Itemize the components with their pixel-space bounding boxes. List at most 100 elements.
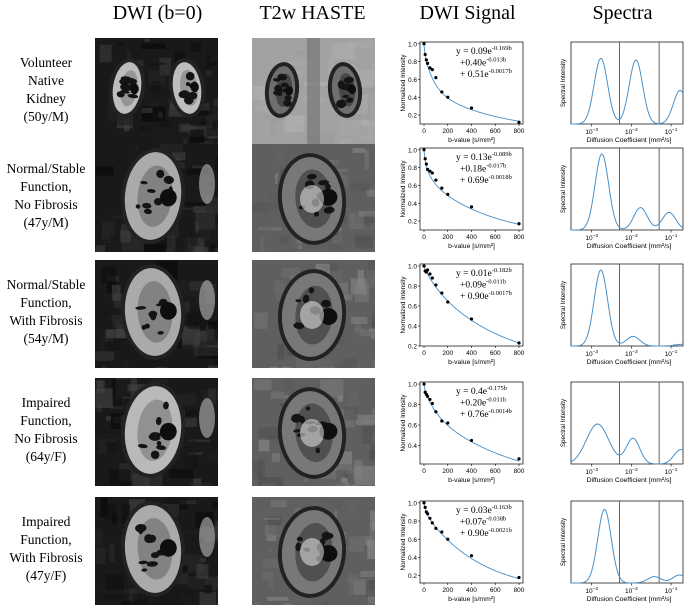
row-label-line: Kidney bbox=[0, 90, 92, 108]
spectra-ylabel: Spectral Intensity bbox=[560, 398, 567, 447]
data-point bbox=[470, 439, 473, 442]
data-point bbox=[440, 90, 443, 93]
equation-line: + 0.90e-0.0021b bbox=[460, 527, 512, 539]
x-tick-label: 10−3 bbox=[585, 233, 598, 242]
x-tick-label: 600 bbox=[490, 350, 501, 357]
spectra-ylabel: Spectral Intensity bbox=[560, 280, 567, 329]
data-point bbox=[424, 53, 427, 56]
x-tick-label: 10−1 bbox=[665, 467, 678, 476]
row-label-line: (54y/M) bbox=[0, 330, 92, 348]
data-point bbox=[446, 421, 449, 424]
x-tick-label: 10−3 bbox=[585, 467, 598, 476]
data-point bbox=[426, 512, 429, 515]
data-point bbox=[440, 530, 443, 533]
data-point bbox=[426, 268, 429, 271]
data-point bbox=[428, 398, 431, 401]
spectrum-curve bbox=[571, 509, 683, 583]
equation-line: y = 0.01e-0.182b bbox=[456, 267, 512, 279]
equation-line: y = 0.13e-0.089b bbox=[456, 151, 512, 163]
spectra-xlabel: Diffusion Coefficient [mm²/s] bbox=[587, 477, 672, 484]
equation-line: +0.20e-0.011b bbox=[460, 397, 506, 409]
data-point bbox=[425, 58, 428, 61]
signal-ylabel: Normalized Intensity bbox=[400, 160, 407, 218]
y-tick-label: 1.0 bbox=[408, 147, 417, 154]
y-tick-label: 0.6 bbox=[408, 304, 417, 311]
spectra-xlabel: Diffusion Coefficient [mm²/s] bbox=[587, 596, 672, 603]
x-tick-label: 0 bbox=[422, 587, 426, 594]
fit-equation: y = 0.4e-0.175b+0.20e-0.011b+ 0.76e-0.00… bbox=[456, 385, 512, 420]
data-point bbox=[422, 264, 425, 267]
y-tick-label: 0.2 bbox=[408, 113, 417, 120]
dwi-image bbox=[95, 260, 218, 368]
y-tick-label: 0.2 bbox=[408, 219, 417, 226]
t2w-image bbox=[252, 144, 375, 252]
x-tick-label: 200 bbox=[442, 350, 453, 357]
equation-line: +0.09e-0.011b bbox=[460, 279, 506, 291]
x-tick-label: 10−3 bbox=[585, 349, 598, 358]
y-tick-label: 0.8 bbox=[408, 59, 417, 66]
spectra-xlabel: Diffusion Coefficient [mm²/s] bbox=[587, 243, 672, 250]
data-point bbox=[470, 317, 473, 320]
header-t2w: T2w HASTE bbox=[250, 2, 375, 25]
x-tick-label: 10−2 bbox=[625, 233, 638, 242]
spectra-xlabel: Diffusion Coefficient [mm²/s] bbox=[587, 359, 672, 366]
data-point bbox=[517, 457, 520, 460]
spectrum-curve bbox=[571, 154, 683, 230]
equation-line: y = 0.4e-0.175b bbox=[456, 385, 507, 397]
row-label-line: (64y/F) bbox=[0, 448, 92, 466]
x-tick-label: 10−3 bbox=[585, 127, 598, 136]
spectra-ylabel: Spectral Intensity bbox=[560, 58, 567, 107]
equation-line: + 0.76e-0.0014b bbox=[460, 408, 512, 420]
y-tick-label: 0.8 bbox=[408, 402, 417, 409]
y-tick-label: 1.0 bbox=[408, 41, 417, 48]
data-point bbox=[422, 382, 425, 385]
y-tick-label: 0.6 bbox=[408, 77, 417, 84]
y-tick-label: 1.0 bbox=[408, 382, 417, 389]
y-tick-label: 0.4 bbox=[408, 201, 417, 208]
fit-equation: y = 0.13e-0.089b+0.18e-0.017b+ 0.69e-0.0… bbox=[456, 151, 512, 186]
x-tick-label: 10−1 bbox=[665, 127, 678, 136]
t2w-image bbox=[252, 378, 375, 486]
dwi-image bbox=[95, 144, 218, 252]
signal-ylabel: Normalized Intensity bbox=[400, 276, 407, 334]
x-tick-label: 400 bbox=[466, 587, 477, 594]
dwi-image bbox=[95, 497, 218, 605]
row-label-line: With Fibrosis bbox=[0, 549, 92, 567]
header-signal: DWI Signal bbox=[405, 2, 530, 25]
row-label-line: (47y/M) bbox=[0, 214, 92, 232]
data-point bbox=[440, 419, 443, 422]
y-tick-label: 0.2 bbox=[408, 344, 417, 351]
data-point bbox=[428, 517, 431, 520]
equation-line: +0.40e-0.013b bbox=[460, 57, 506, 69]
equation-line: +0.07e-0.038b bbox=[460, 516, 506, 528]
x-tick-label: 10−2 bbox=[625, 349, 638, 358]
x-tick-label: 200 bbox=[442, 128, 453, 135]
data-point bbox=[426, 395, 429, 398]
spectrum-curve bbox=[571, 424, 683, 464]
data-point bbox=[422, 148, 425, 151]
equation-line: y = 0.03e-0.163b bbox=[456, 504, 512, 516]
data-point bbox=[426, 62, 429, 65]
data-point bbox=[434, 76, 437, 79]
signal-ylabel: Normalized Intensity bbox=[400, 54, 407, 112]
row-label-line: No Fibrosis bbox=[0, 430, 92, 448]
x-tick-label: 0 bbox=[422, 468, 426, 475]
y-tick-label: 0.4 bbox=[408, 95, 417, 102]
row-label-line: Normal/Stable bbox=[0, 276, 92, 294]
signal-ylabel: Normalized Intensity bbox=[400, 394, 407, 452]
signal-xlabel: b-value [s/mm²] bbox=[448, 137, 495, 144]
equation-line: + 0.51e-0.0017b bbox=[460, 68, 512, 80]
fit-equation: y = 0.03e-0.163b+0.07e-0.038b+ 0.90e-0.0… bbox=[456, 504, 512, 539]
row-label-line: With Fibrosis bbox=[0, 312, 92, 330]
row-label-line: Function, bbox=[0, 178, 92, 196]
x-tick-label: 400 bbox=[466, 234, 477, 241]
data-point bbox=[446, 538, 449, 541]
